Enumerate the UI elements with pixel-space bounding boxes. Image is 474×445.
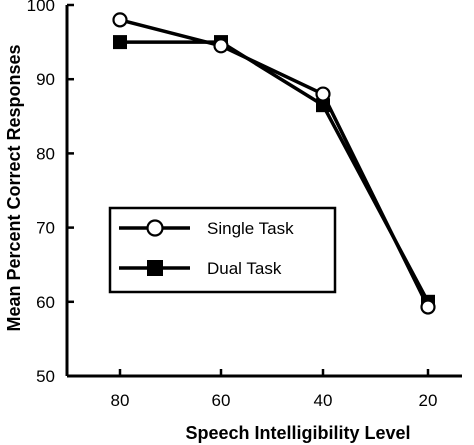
x-tick-label: 40: [314, 391, 333, 410]
data-point: [420, 299, 436, 315]
y-tick-label: 70: [36, 219, 55, 238]
y-tick-label: 100: [27, 0, 55, 15]
legend-label: Dual Task: [207, 259, 282, 278]
y-axis-title: Mean Percent Correct Responses: [4, 44, 24, 331]
legend-box: [108, 206, 337, 294]
x-tick-label: 60: [212, 391, 231, 410]
legend-marker: [146, 219, 164, 237]
data-point: [113, 35, 127, 50]
data-point: [315, 86, 331, 102]
series-layer: [112, 12, 436, 315]
data-point: [112, 12, 128, 28]
y-tick-label: 80: [36, 144, 55, 163]
series-single-task: [112, 12, 436, 315]
legend-marker: [147, 260, 163, 276]
data-point: [213, 38, 229, 54]
legend-label: Single Task: [207, 219, 294, 238]
y-tick-label: 60: [36, 293, 55, 312]
x-axis: 80 60 40 20: [67, 369, 462, 410]
y-axis: 50 60 70 80 90 100: [27, 0, 74, 386]
x-tick-label: 20: [419, 391, 438, 410]
x-tick-label: 80: [111, 391, 130, 410]
x-axis-title: Speech Intelligibility Level: [185, 423, 410, 443]
legend: Single Task Dual Task: [108, 206, 337, 294]
y-tick-label: 50: [36, 367, 55, 386]
series-line: [119, 18, 430, 308]
y-tick-label: 90: [36, 70, 55, 89]
